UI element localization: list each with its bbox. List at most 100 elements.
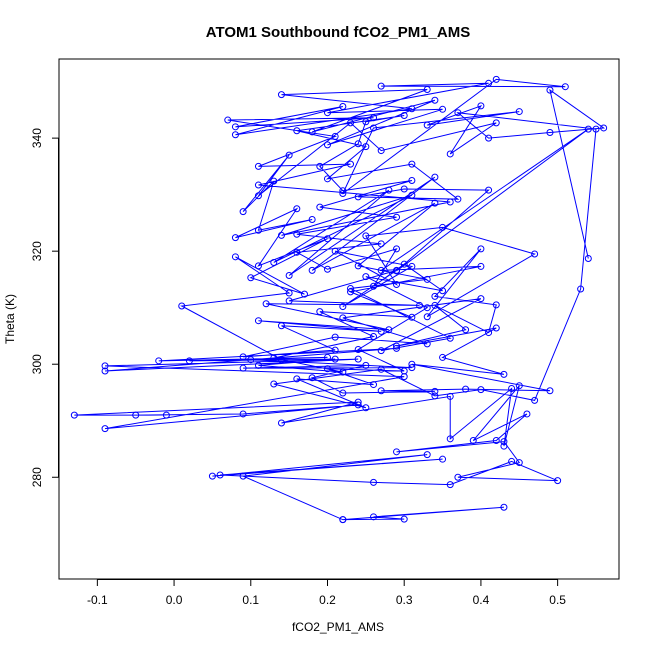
data-point [439,287,447,295]
data-point [331,247,339,255]
data-point [423,340,431,348]
series-line [74,78,606,521]
data-point [500,438,508,446]
data-point [323,235,331,243]
data-point [454,473,462,481]
data-point [308,374,316,382]
data-point [323,141,331,149]
data-point [408,105,416,113]
data-point [492,437,500,445]
data-point [408,313,416,321]
data-point [531,396,539,404]
data-point [239,410,247,418]
data-point [385,186,393,194]
data-point [339,368,347,376]
x-tick-label: 0.2 [319,593,336,607]
data-point [339,516,347,524]
data-point [546,128,554,136]
x-tick-label: 0.5 [549,593,566,607]
data-point [531,250,539,258]
data-point [354,262,362,270]
data-point [469,437,477,445]
x-tick-label: 0.0 [166,593,183,607]
data-point [362,118,370,126]
data-point [285,297,293,305]
data-point [101,362,109,370]
data-point [393,213,401,221]
y-tick-label: 320 [30,241,44,261]
data-point [308,128,316,136]
data-point [508,385,516,393]
data-point [370,114,378,122]
data-point [224,116,232,124]
data-point [354,401,362,409]
data-point [485,186,493,194]
data-point [600,124,608,132]
data-point [339,102,347,110]
data-point [155,357,163,365]
data-point [454,109,462,117]
data-point [362,404,370,412]
data-point [347,119,355,127]
data-point [293,205,301,213]
data-point [431,392,439,400]
y-tick-label: 280 [30,467,44,487]
data-point [262,300,270,308]
data-point [546,387,554,395]
data-point [577,285,585,293]
data-point [247,274,255,282]
data-point [446,392,454,400]
data-point [423,121,431,129]
data-point [584,255,592,263]
data-point [270,177,278,185]
data-point [446,435,454,443]
data-point [347,288,355,296]
data-point [408,364,416,372]
data-point [485,134,493,142]
data-point [285,271,293,279]
y-tick-label: 340 [30,128,44,148]
data-point [339,389,347,397]
data-point [523,410,531,418]
data-point [185,357,193,365]
data-point [370,478,378,486]
data-point [239,472,247,480]
data-point [285,151,293,159]
data-point [377,147,385,155]
data-point [339,303,347,311]
data-point [231,123,239,131]
x-axis-label: fCO2_PM1_AMS [292,620,384,634]
data-point [316,162,324,170]
data-point [408,262,416,270]
data-point [362,273,370,281]
data-point [277,322,285,330]
data-point [331,132,339,140]
data-point [70,411,78,419]
data-point [347,160,355,168]
data-point [446,334,454,342]
y-axis-label: Theta (K) [3,294,17,344]
chart-title: ATOM1 Southbound fCO2_PM1_AMS [206,24,470,41]
data-point [254,162,262,170]
data-point [515,108,523,116]
data-point [554,477,562,485]
data-point [377,327,385,335]
data-point [423,275,431,283]
plot-frame [58,58,620,580]
data-point [247,356,255,364]
data-point [446,150,454,158]
data-point [323,109,331,117]
data-point [362,232,370,240]
data-point [254,181,262,189]
data-point [377,82,385,90]
data-point [316,308,324,316]
data-point [515,459,523,467]
data-point [293,248,301,256]
data-point [500,370,508,378]
data-point [431,387,439,395]
data-point [254,361,262,369]
data-point [500,442,508,450]
data-point [431,301,439,309]
data-point [208,472,216,480]
data-point [431,96,439,104]
